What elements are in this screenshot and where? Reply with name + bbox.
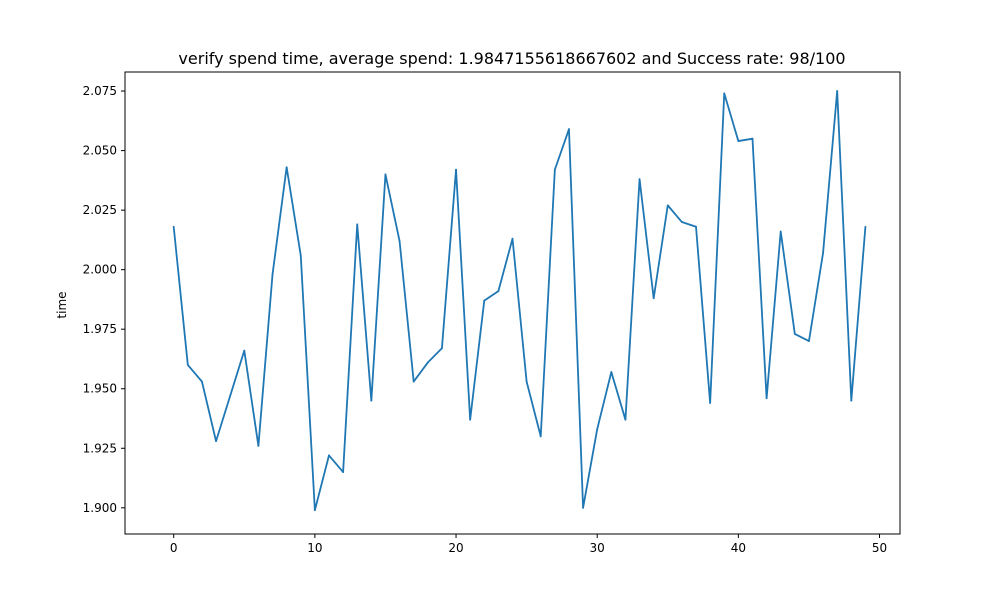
y-tick-label: 2.025 — [83, 203, 117, 217]
data-point — [850, 399, 853, 402]
data-point — [553, 168, 556, 171]
y-axis-label: time — [55, 291, 69, 318]
chart-title: verify spend time, average spend: 1.9847… — [178, 49, 845, 68]
y-tick-label: 1.900 — [83, 501, 117, 515]
data-point — [285, 166, 288, 169]
series-line — [172, 90, 867, 512]
y-tick-label: 1.950 — [83, 382, 117, 396]
y-tick-label: 2.050 — [83, 144, 117, 158]
x-tick-label: 20 — [448, 541, 463, 555]
data-point — [695, 225, 697, 228]
y-tick-label: 2.075 — [83, 84, 117, 98]
data-point — [836, 90, 839, 92]
data-point — [384, 173, 387, 176]
y-tick-label: 2.000 — [83, 263, 117, 277]
data-point — [455, 168, 457, 171]
data-point — [539, 435, 542, 438]
data-point — [229, 394, 232, 397]
data-point — [186, 364, 189, 366]
y-axis-ticks: 1.900 1.925 1.950 1.975 2.000 2.025 2.050 2.075 — [83, 84, 125, 515]
data-point — [793, 333, 796, 335]
data-point — [271, 273, 274, 276]
data-point — [680, 221, 683, 223]
data-point — [426, 361, 429, 364]
data-point — [624, 418, 627, 421]
data-point — [737, 140, 740, 142]
data-point — [808, 340, 810, 343]
data-point — [765, 397, 768, 400]
data-point — [582, 506, 584, 509]
data-point — [525, 380, 528, 383]
data-point — [610, 371, 613, 373]
x-tick-label: 40 — [731, 541, 746, 555]
x-tick-label: 50 — [872, 541, 887, 555]
data-point — [511, 237, 514, 240]
data-point — [822, 252, 824, 254]
data-point — [243, 349, 246, 352]
data-point — [596, 428, 599, 431]
data-point — [568, 128, 570, 131]
data-point — [313, 509, 316, 512]
data-point — [497, 290, 500, 292]
data-point — [342, 471, 345, 473]
data-point — [412, 380, 415, 383]
data-point — [201, 380, 203, 383]
x-axis-ticks: 0 10 20 30 40 50 — [170, 534, 887, 555]
data-point — [441, 347, 443, 350]
y-tick-label: 1.975 — [83, 322, 117, 336]
data-point — [328, 454, 330, 457]
data-point — [172, 225, 175, 228]
x-tick-label: 10 — [307, 541, 322, 555]
data-point — [469, 418, 472, 421]
data-point — [751, 137, 754, 140]
data-point — [257, 444, 260, 447]
data-point — [723, 92, 726, 95]
data-point — [779, 230, 782, 233]
y-tick-label: 1.925 — [83, 441, 117, 455]
data-points — [172, 90, 867, 512]
data-point — [356, 223, 359, 226]
x-tick-label: 0 — [170, 541, 178, 555]
x-tick-label: 30 — [590, 541, 605, 555]
data-point — [299, 254, 302, 257]
plot-area-frame — [124, 71, 901, 535]
data-point — [864, 225, 867, 228]
data-point — [652, 297, 655, 300]
data-point — [398, 240, 401, 242]
data-point — [709, 402, 712, 404]
data-point — [666, 204, 669, 207]
data-point — [638, 178, 641, 181]
data-point — [483, 299, 486, 302]
data-point — [215, 440, 217, 443]
data-point — [370, 399, 373, 402]
